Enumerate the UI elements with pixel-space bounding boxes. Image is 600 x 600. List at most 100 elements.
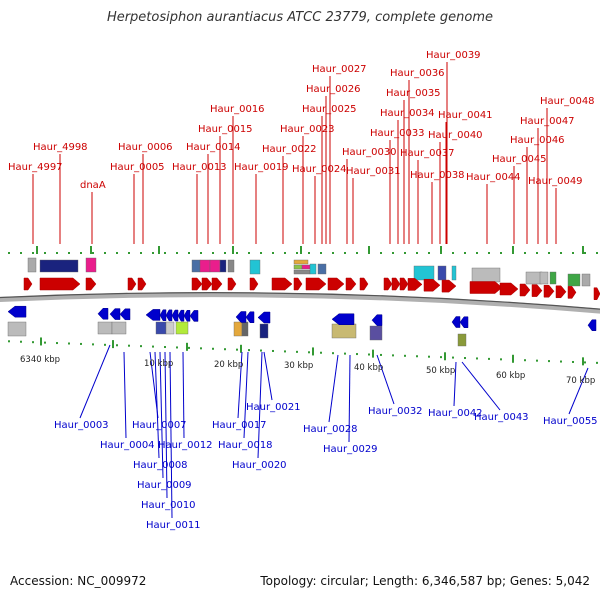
forward-gene-arrow [211,277,223,291]
reverse-gene-arrow [257,311,271,324]
guide-dot-top [68,252,70,254]
forward-gene-label: Haur_0034 [380,108,435,119]
guide-dot-bottom [524,359,526,362]
forward-gene-arrow [567,286,577,299]
guide-dot-top [212,252,214,254]
tick-top [232,246,234,254]
forward-gene-label: Haur_0022 [262,144,317,155]
forward-gene-label: Haur_0015 [198,124,253,135]
guide-dot-bottom [344,352,346,355]
reverse-gene-arrow [97,308,109,320]
cog-box-bottom [165,321,175,335]
guide-dot-top [56,252,58,254]
reverse-label-leader [568,367,589,415]
scale-label: 30 kbp [284,361,313,371]
forward-gene-label: Haur_0027 [312,64,367,75]
cog-box-top [437,265,447,281]
cog-box-top [539,271,549,285]
guide-dot-bottom [548,360,550,363]
forward-gene-arrow [191,277,203,291]
forward-gene-arrow [39,277,81,291]
cog-box-top [301,264,311,270]
reverse-gene-arrow [171,309,179,322]
cog-box-top [27,257,37,273]
guide-dot-bottom [80,342,82,345]
cog-box-bottom [233,321,243,337]
forward-gene-label: Haur_0039 [426,50,481,61]
guide-dot-bottom [32,341,34,344]
reverse-label-leader [243,351,249,439]
guide-dot-top [224,252,226,254]
guide-dot-top [80,252,82,254]
guide-dot-top [236,252,238,254]
tick-bottom [112,340,114,349]
cog-box-top [293,269,311,275]
guide-dot-bottom [476,357,478,360]
forward-gene-label: Haur_0025 [302,104,357,115]
guide-dot-top [428,252,430,254]
guide-dot-bottom [416,355,418,358]
guide-dot-top [320,252,322,254]
forward-gene-arrow [441,279,457,293]
reverse-gene-arrow [177,309,185,322]
guide-dot-bottom [488,357,490,360]
cog-box-top [227,259,235,273]
guide-dot-top [308,252,310,254]
tick-bottom [312,347,314,356]
cog-box-top [209,259,221,273]
map-title: Herpetosiphon aurantiacus ATCC 23779, co… [106,10,494,25]
forward-gene-arrow [249,277,259,291]
guide-dot-bottom [200,347,202,350]
guide-dot-bottom [260,349,262,352]
cog-annotation-boxes [7,257,591,347]
cog-box-top [525,271,543,285]
guide-dot-top [260,252,262,254]
guide-dot-top [128,252,130,254]
guide-dot-top [104,252,106,254]
reverse-gene-label: Haur_0020 [232,460,287,471]
reverse-gene-label: Haur_0017 [212,420,267,431]
forward-gene-label: Haur_0026 [306,84,361,95]
guide-dot-bottom [560,360,562,363]
reverse-label-leader [159,351,164,479]
guide-dot-top [332,252,334,254]
guide-dot-top [116,252,118,254]
guide-dot-bottom [140,345,142,348]
cog-box-top [581,273,591,287]
tick-top [368,246,370,254]
cog-box-top [413,265,435,281]
forward-gene-arrow [23,277,33,291]
guide-dot-top [536,252,538,254]
topology-label: Topology: circular; Length: 6,346,587 bp… [260,574,590,588]
reverse-label-leader [79,344,111,419]
guide-dot-bottom [536,359,538,362]
guide-dot-top [188,252,190,254]
forward-gene-arrow [85,277,97,291]
reverse-label-leader [376,354,395,405]
reverse-gene-label: Haur_0011 [146,520,201,531]
genome-backbone [0,292,600,314]
guide-dot-top [488,252,490,254]
guide-dot-top [380,252,382,254]
cog-box-top [85,257,97,273]
forward-gene-arrow [469,281,503,294]
gene-labels: Haur_4997 Haur_4998 dnaA Haur_0005 Haur_0006… [8,50,598,531]
guide-dot-top [596,252,598,254]
cog-box-top [293,259,309,265]
reverse-gene-arrow [371,314,383,326]
forward-gene-arrow [399,277,409,291]
reverse-gene-label: Haur_0003 [54,420,109,431]
guide-dot-bottom [320,351,322,354]
forward-gene-label: Haur_0040 [428,130,483,141]
cog-box-bottom [155,321,167,335]
guide-dot-top [392,252,394,254]
reverse-gene-label: Haur_0010 [141,500,196,511]
guide-dot-top [404,252,406,254]
guide-dot-top [32,252,34,254]
tick-bottom [582,357,584,366]
reverse-gene-label: Haur_0029 [323,444,378,455]
guide-dot-top [296,252,298,254]
reverse-gene-label: Haur_0018 [218,440,273,451]
forward-gene-arrow [327,277,345,291]
forward-gene-arrow [305,277,327,291]
